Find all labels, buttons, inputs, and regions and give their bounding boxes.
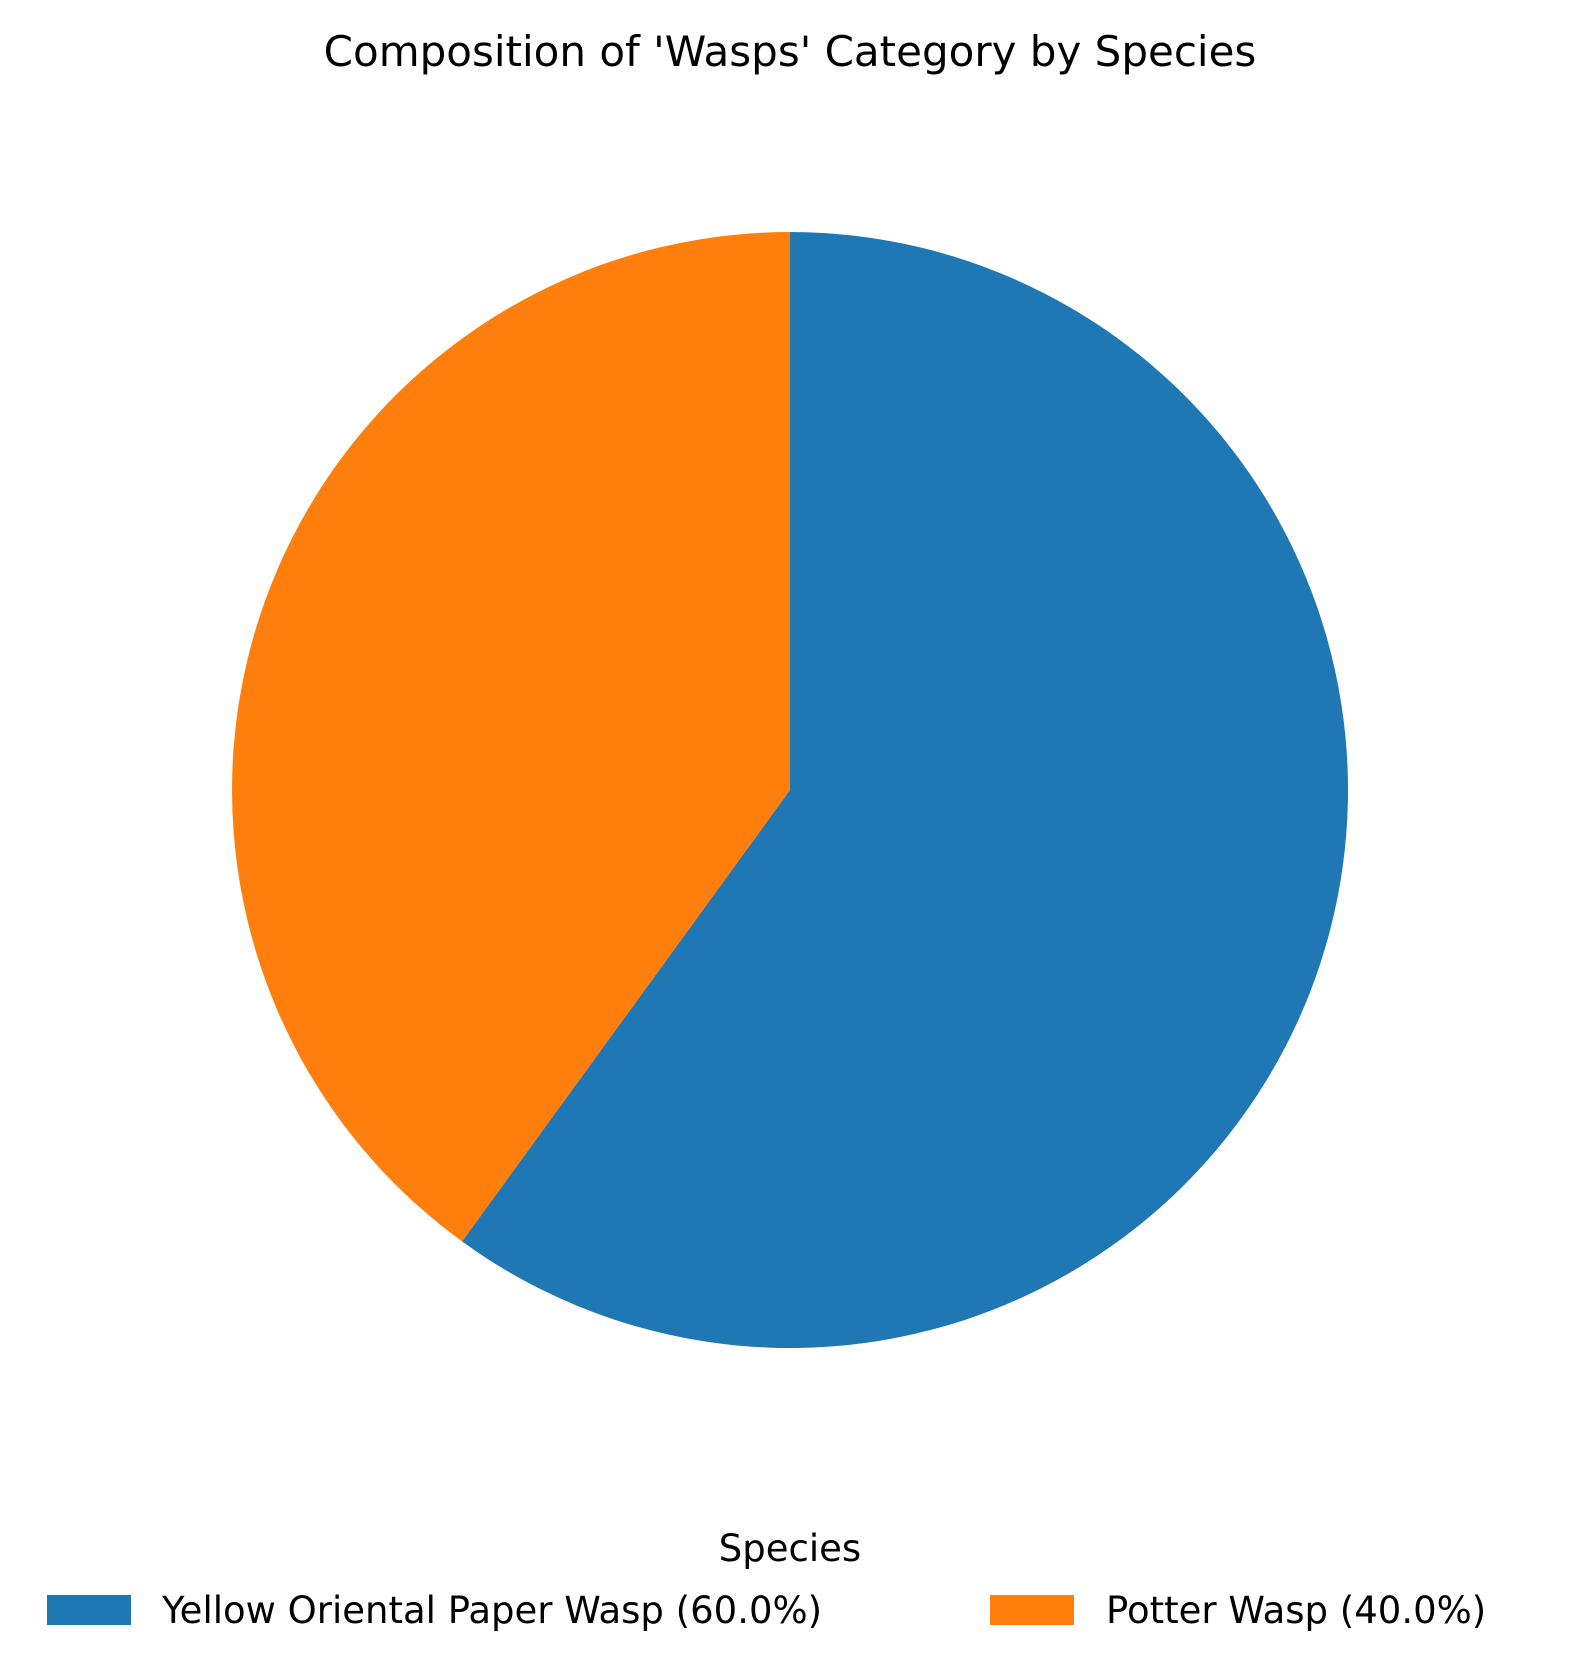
pie-slice-yellow-oriental-paper-wasp	[462, 232, 1349, 1349]
legend-entry: Potter Wasp (40.0%)	[990, 1589, 1486, 1632]
legend-entry: Yellow Oriental Paper Wasp (60.0%)	[47, 1589, 822, 1632]
legend: Species Yellow Oriental Paper Wasp (60.0…	[47, 1527, 1486, 1632]
legend-label: Potter Wasp (40.0%)	[1106, 1589, 1486, 1632]
pie-slices	[232, 232, 1349, 1349]
pie-slice-potter-wasp	[232, 232, 791, 1242]
chart-title: Composition of 'Wasps' Category by Speci…	[324, 27, 1257, 76]
legend-title: Species	[719, 1527, 861, 1570]
legend-swatch	[47, 1595, 131, 1625]
legend-label: Yellow Oriental Paper Wasp (60.0%)	[161, 1589, 822, 1632]
legend-swatch	[990, 1595, 1074, 1625]
